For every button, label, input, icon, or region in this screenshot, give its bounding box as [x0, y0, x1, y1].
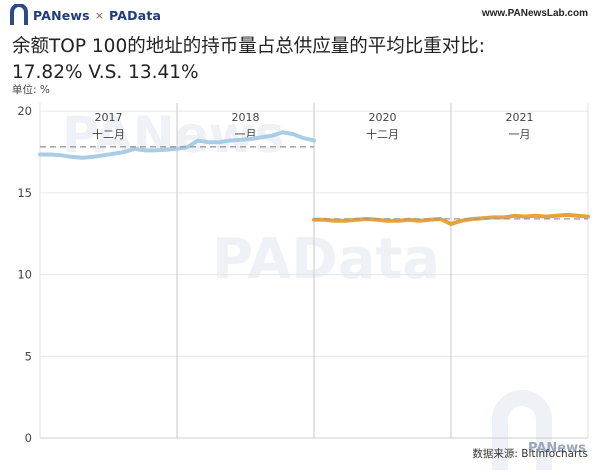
brand-panews: PANews	[33, 7, 90, 23]
series-line-2017-12 ~ 2018-01	[38, 130, 316, 160]
watermark-middle: PAData	[212, 227, 440, 292]
chart-title-line2: 17.82% V.S. 13.41%	[12, 62, 199, 83]
panel-month-label: 一月	[509, 128, 531, 141]
data-source: 数据来源: Bitinfocharts	[472, 448, 588, 460]
panews-logo-icon	[10, 4, 28, 25]
panel-year-label: 2018	[232, 111, 260, 124]
unit-label: 单位: %	[12, 84, 50, 96]
y-tick-label: 5	[25, 349, 32, 363]
y-tick-label: 20	[17, 104, 32, 118]
panel-month-label: 十二月	[92, 127, 125, 141]
site-url[interactable]: www.PANewsLab.com	[481, 8, 588, 19]
panel-year-label: 2020	[369, 111, 397, 124]
brand-separator: ×	[94, 8, 105, 22]
y-tick-label: 15	[17, 186, 32, 200]
brand-padata: PAData	[109, 7, 162, 23]
panel-year-label: 2021	[506, 111, 534, 124]
chart-title: 余额TOP 100的地址的持币量占总供应量的平均比重对比: 17.82% V.S…	[12, 34, 592, 86]
y-tick-label: 0	[25, 431, 32, 445]
chart-title-line1: 余额TOP 100的地址的持币量占总供应量的平均比重对比:	[12, 36, 485, 57]
panel-month-label: 十二月	[366, 127, 399, 141]
series-line-2020-12 ~ 2021-01	[312, 212, 590, 226]
brand-header: PANews × PAData	[8, 3, 161, 27]
panel-year-label: 2017	[95, 111, 123, 124]
y-tick-label: 10	[17, 268, 32, 282]
watermark-logo-icon	[492, 390, 552, 470]
watermark-bottom: PANews	[528, 441, 586, 456]
